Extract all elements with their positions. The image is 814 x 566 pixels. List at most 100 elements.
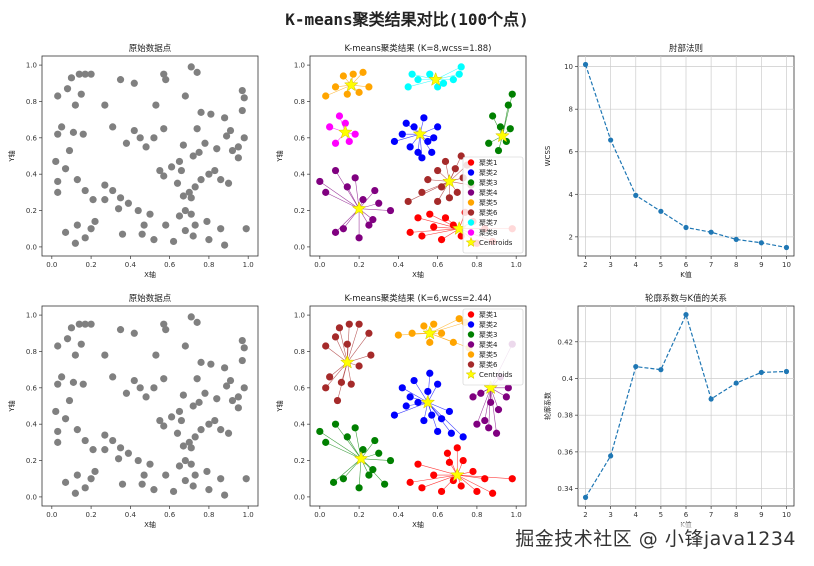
data-point: [181, 226, 189, 235]
data-point: [242, 225, 250, 233]
data-point: [87, 475, 95, 483]
data-point: [228, 396, 237, 405]
cluster-3-point: [504, 101, 512, 109]
x-tick-label: 10: [782, 261, 791, 269]
cluster-8-point: [345, 137, 353, 146]
x-tick-label: 0.6: [432, 261, 444, 269]
cluster-4-point: [343, 183, 351, 191]
y-tick-label: 0.8: [294, 348, 305, 356]
data-point: [238, 356, 246, 365]
y-tick-label: 0.8: [26, 98, 37, 106]
data-point: [205, 420, 213, 428]
data-point: [69, 128, 78, 136]
data-point: [234, 143, 242, 151]
cluster-2-point: [428, 411, 436, 419]
cluster-6-point: [424, 176, 432, 184]
y-tick-label: 0.8: [26, 348, 37, 356]
cluster-1-point: [437, 487, 446, 496]
cluster-1-point: [443, 449, 452, 457]
data-point: [81, 70, 89, 78]
centroid-marker: [495, 128, 510, 143]
y-tick-label: 0.6: [294, 384, 306, 392]
legend-label: Centroids: [479, 239, 513, 247]
cluster-7-point: [404, 83, 412, 91]
cluster-3-point: [339, 475, 347, 483]
x-tick-label: 0.8: [471, 261, 482, 269]
plot-area: [52, 313, 250, 499]
cluster-3-point: [386, 456, 395, 465]
cluster-4-point: [477, 389, 485, 397]
data-point: [71, 351, 79, 359]
data-point: [109, 373, 117, 381]
x-tick-label: 9: [759, 261, 763, 269]
x-tick-label: 0.0: [314, 511, 325, 519]
cluster-1-point: [489, 489, 497, 497]
data-point: [195, 398, 203, 406]
data-point: [71, 239, 79, 247]
series-point: [733, 236, 739, 243]
plot-area: [316, 63, 516, 247]
raw-points-chart-top: 原始数据点 0.0 0.2 0.4 0.6 0.8 1.0 0.0 0.2 0.4 0.6 0.8 1.…: [7, 43, 259, 279]
x-tick-label: 7: [709, 511, 713, 519]
data-point: [234, 404, 242, 412]
data-point: [197, 108, 205, 116]
data-point: [77, 340, 85, 348]
cluster-3-point: [365, 471, 373, 479]
cluster-link: [394, 133, 421, 142]
data-point: [240, 384, 248, 392]
y-tick-label: 0.4: [26, 421, 38, 429]
cluster-3-point: [329, 478, 338, 486]
y-axis-label: Y轴: [275, 400, 284, 412]
y-tick-label: 0.0: [294, 243, 305, 251]
series-point: [608, 137, 614, 143]
data-point: [197, 358, 205, 366]
legend-marker: [467, 311, 475, 318]
data-point: [224, 429, 233, 437]
series-point: [633, 192, 639, 198]
cluster-6-point: [347, 380, 355, 388]
legend-label: 聚类3: [479, 330, 497, 339]
cluster-2-point: [402, 402, 410, 410]
series-point: [658, 208, 664, 214]
series-point: [708, 396, 714, 402]
legend-marker: [467, 351, 475, 358]
x-tick-label: 7: [709, 261, 713, 269]
data-point: [146, 210, 154, 218]
y-axis-label: Y轴: [7, 400, 16, 412]
chart-title: K-means聚类结果 (K=6,wcss=2.44): [345, 293, 492, 304]
y-tick-label: 0.6: [294, 134, 306, 142]
y-tick-label: 1.0: [26, 62, 37, 70]
data-point: [177, 166, 186, 175]
cluster-1-point: [457, 482, 465, 490]
data-point: [101, 351, 109, 359]
cluster-6-point: [337, 378, 346, 386]
data-point: [150, 134, 158, 142]
x-tick-label: 0.2: [354, 261, 365, 269]
cluster-7-point: [434, 83, 442, 91]
y-axis-label: Y轴: [7, 150, 16, 162]
data-point: [69, 378, 78, 386]
x-tick-label: 1.0: [511, 511, 522, 519]
data-point: [142, 143, 150, 151]
cluster-2-point: [398, 384, 406, 392]
data-point: [146, 460, 154, 468]
series-point: [608, 453, 614, 459]
cluster-2-point: [424, 137, 432, 146]
data-point: [175, 157, 184, 166]
cluster-link: [339, 327, 348, 363]
x-tick-label: 0.6: [164, 261, 176, 269]
y-tick-label: 0.6: [26, 384, 38, 392]
data-point: [242, 475, 250, 483]
cluster-1-point: [418, 484, 426, 492]
legend-label: 聚类5: [479, 198, 497, 207]
x-tick-label: 0.0: [46, 261, 57, 269]
cluster-2-point: [434, 380, 442, 388]
x-tick-label: 1.0: [511, 261, 522, 269]
data-point: [160, 422, 168, 430]
cluster-6-point: [335, 324, 344, 332]
data-point: [75, 70, 83, 78]
y-tick-label: 1.0: [26, 312, 37, 320]
data-point: [81, 234, 89, 242]
data-point: [187, 313, 195, 321]
cluster-6-point: [437, 183, 446, 191]
